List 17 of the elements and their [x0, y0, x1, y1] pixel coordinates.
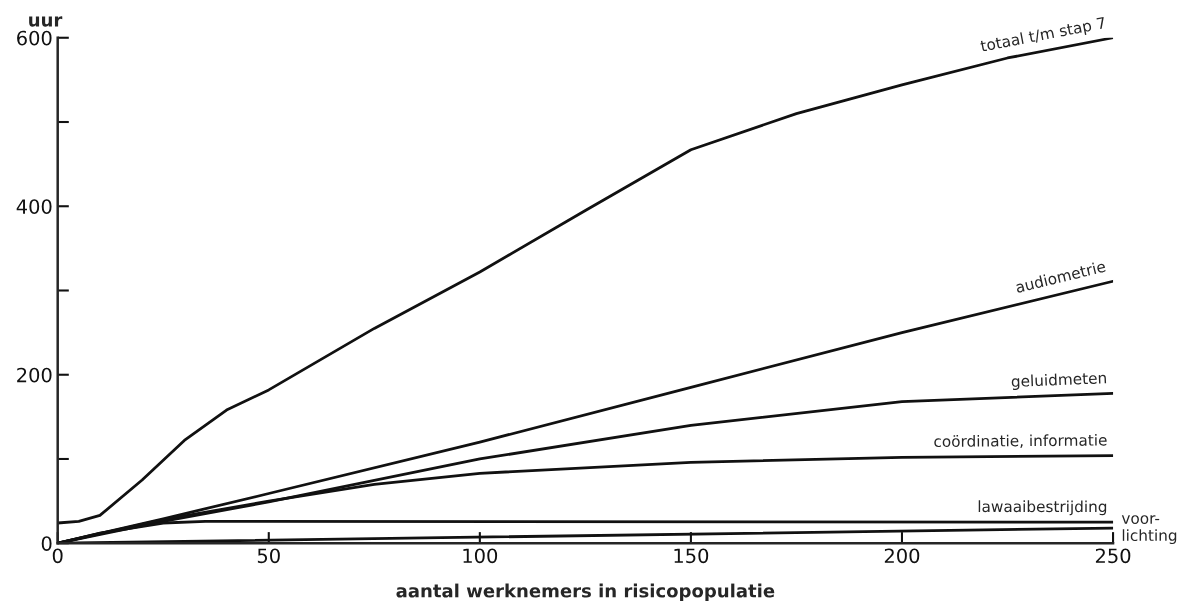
y-axis-title: uur: [29, 16, 63, 27]
x-tick-label: 150: [674, 548, 709, 564]
x-tick-label: 250: [1095, 548, 1131, 564]
x-tick-label: 100: [463, 548, 498, 564]
x-tick-label: 200: [884, 548, 920, 564]
series-label: coördinatie, informatie: [934, 433, 1107, 449]
x-tick-label: 50: [257, 548, 280, 564]
y-tick-label: 600: [17, 30, 52, 46]
series-label: lawaaibestrijding: [978, 500, 1107, 516]
x-axis-title: aantal werknemers in risicopopulatie: [396, 583, 775, 602]
y-tick-label: 200: [17, 367, 52, 383]
y-tick-label: 0: [41, 536, 52, 551]
series-label: geluidmeten: [1011, 371, 1107, 391]
text: totaal t/m stap 7: [979, 16, 1107, 55]
series-label: voor- lichting: [1121, 515, 1177, 545]
y-tick-label: 400: [16, 199, 52, 214]
x-tick-label: 0: [52, 548, 63, 564]
